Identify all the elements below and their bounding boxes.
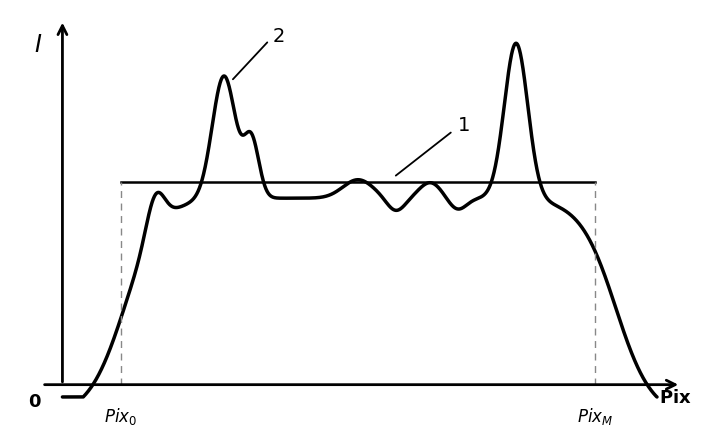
Text: $\mathit{Pix}_0$: $\mathit{Pix}_0$ <box>105 405 137 426</box>
Text: $\mathbf{0}$: $\mathbf{0}$ <box>28 392 42 410</box>
Text: 1: 1 <box>458 115 470 135</box>
Text: $\mathit{Pix}_M$: $\mathit{Pix}_M$ <box>577 405 613 426</box>
Text: $\mathit{I}$: $\mathit{I}$ <box>34 33 42 57</box>
Text: 2: 2 <box>273 26 285 46</box>
Text: $\mathbf{Pix}$: $\mathbf{Pix}$ <box>659 388 692 406</box>
